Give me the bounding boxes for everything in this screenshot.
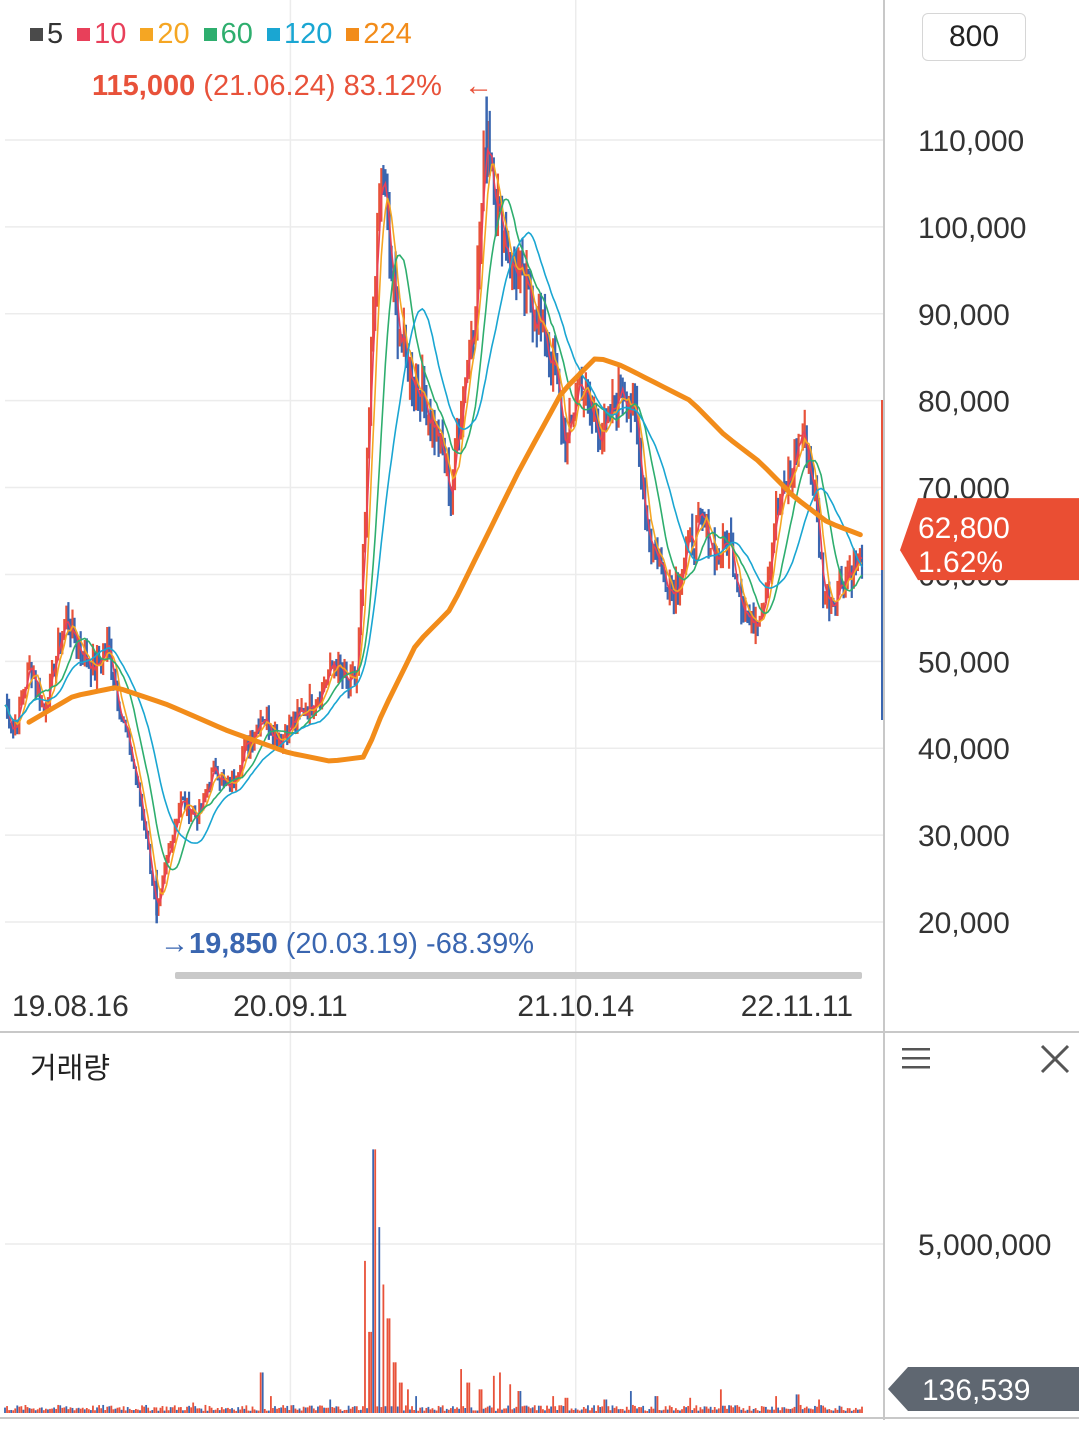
current-price-value: 62,800 bbox=[918, 512, 1010, 545]
price-tick-label: 110,000 bbox=[918, 125, 1024, 158]
moving-average-legend: 5 10 20 60 120 224 bbox=[30, 18, 412, 51]
legend-swatch bbox=[203, 28, 217, 41]
legend-swatch bbox=[30, 28, 43, 41]
legend-item-ma224[interactable]: 224 bbox=[346, 18, 412, 51]
legend-swatch bbox=[140, 28, 154, 41]
close-icon[interactable] bbox=[1036, 1040, 1074, 1078]
volume-tick-label: 5,000,000 bbox=[918, 1229, 1051, 1262]
volume-bars bbox=[4, 1149, 863, 1413]
low-price-value: 19,850 bbox=[189, 928, 278, 960]
legend-item-ma20[interactable]: 20 bbox=[140, 18, 190, 51]
legend-label: 60 bbox=[220, 18, 253, 50]
legend-swatch bbox=[77, 28, 91, 41]
high-price-value: 115,000 bbox=[92, 70, 196, 102]
price-tick-label: 50,000 bbox=[918, 646, 1010, 679]
date-tick-label: 21.10.14 bbox=[517, 990, 634, 1023]
ma10-line bbox=[4, 147, 863, 905]
ma120-line bbox=[4, 231, 863, 844]
price-tick-label: 90,000 bbox=[918, 299, 1010, 332]
legend-label: 120 bbox=[283, 18, 333, 50]
horizontal-scrollbar[interactable] bbox=[175, 972, 862, 979]
ma60-line bbox=[4, 198, 863, 871]
high-price-date: (21.06.24) bbox=[203, 70, 336, 102]
price-tick-label: 40,000 bbox=[918, 733, 1010, 766]
legend-item-ma120[interactable]: 120 bbox=[266, 18, 333, 51]
period-button[interactable]: 800 bbox=[922, 13, 1026, 61]
low-price-pct: -68.39% bbox=[426, 928, 535, 960]
current-price-pct: 1.62% bbox=[918, 546, 1003, 579]
current-price-tag bbox=[900, 498, 1079, 581]
volume-title: 거래량 bbox=[30, 1053, 111, 1085]
high-price-annotation: 115,000 (21.06.24) 83.12% ← bbox=[92, 70, 493, 103]
legend-item-ma10[interactable]: 10 bbox=[77, 18, 126, 51]
right-arrow-icon: → bbox=[160, 928, 189, 960]
menu-icon[interactable] bbox=[898, 1040, 934, 1076]
price-tick-label: 80,000 bbox=[918, 386, 1010, 419]
legend-label: 5 bbox=[47, 18, 64, 50]
legend-label: 10 bbox=[94, 18, 127, 50]
price-candles bbox=[5, 110, 864, 916]
date-tick-label: 19.08.16 bbox=[12, 990, 129, 1023]
date-tick-label: 20.09.11 bbox=[233, 990, 348, 1023]
legend-swatch bbox=[346, 28, 360, 41]
legend-label: 20 bbox=[157, 18, 190, 50]
current-volume-tag bbox=[888, 1367, 1079, 1411]
legend-item-ma60[interactable]: 60 bbox=[203, 18, 253, 51]
low-price-date: (20.03.19) bbox=[285, 928, 418, 960]
legend-label: 224 bbox=[363, 18, 412, 50]
price-tick-label: 20,000 bbox=[918, 907, 1010, 940]
price-tick-label: 30,000 bbox=[918, 820, 1010, 853]
low-price-annotation: →19,850 (20.03.19) -68.39% bbox=[160, 928, 534, 961]
ma20-line bbox=[4, 163, 863, 895]
ma224-line bbox=[26, 356, 863, 764]
high-price-pct: 83.12% bbox=[343, 70, 442, 102]
legend-swatch bbox=[266, 28, 280, 41]
left-arrow-icon: ← bbox=[463, 70, 493, 102]
current-volume-value: 136,539 bbox=[922, 1374, 1030, 1407]
legend-item-ma5[interactable]: 5 bbox=[30, 18, 63, 51]
price-tick-label: 100,000 bbox=[918, 212, 1026, 245]
date-tick-label: 22.11.11 bbox=[741, 990, 853, 1023]
